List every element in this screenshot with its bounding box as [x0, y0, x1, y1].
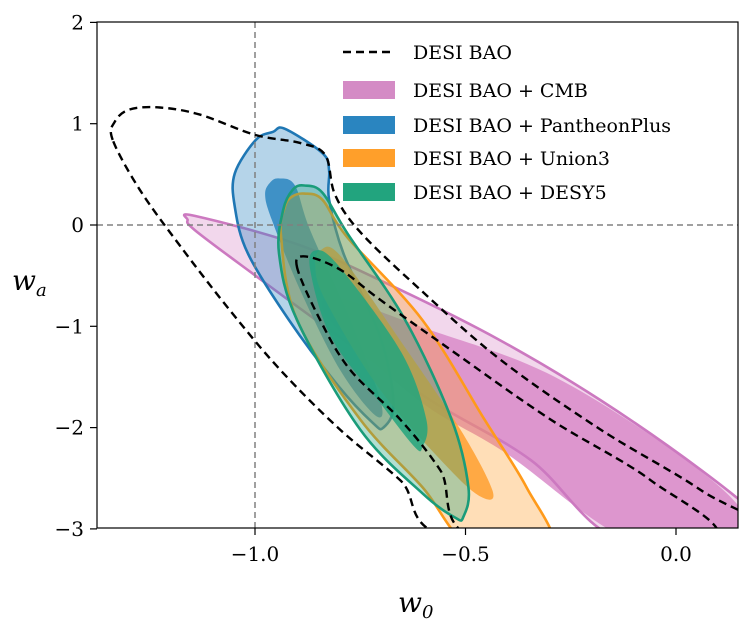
legend-swatch [343, 149, 395, 167]
desi-bao-desy5-inner-contour [309, 250, 428, 452]
desi-bao-pantheonplus-outer-contour [231, 126, 395, 431]
legend-label: DESI BAO + CMB [413, 80, 588, 102]
y-tick-label: 2 [71, 10, 84, 34]
x-tick-label: −0.5 [441, 542, 490, 566]
legend-label: DESI BAO + PantheonPlus [413, 115, 671, 137]
desi-bao-dashed-layer [109, 105, 738, 528]
y-tick-label: 0 [71, 213, 84, 237]
legend-label: DESI BAO [413, 42, 512, 64]
desi-bao-inner-contour [295, 255, 718, 528]
legend-swatch [343, 183, 395, 201]
x-axis: −1.0 −0.5 0.0 [231, 528, 692, 566]
y-tick-label: −1 [55, 314, 84, 338]
desi-bao-desy5-outer-contour [277, 184, 471, 522]
y-axis-label: wa [12, 264, 47, 301]
desi-bao-outer-contour [109, 105, 738, 528]
reference-lines [97, 22, 738, 528]
legend-item: DESI BAO + Union3 [343, 148, 610, 170]
plot-frame [96, 21, 739, 529]
legend-label: DESI BAO + Union3 [413, 148, 610, 170]
x-axis-label: w0 [398, 586, 433, 623]
legend-item: DESI BAO + CMB [343, 80, 588, 102]
desi-bao-cmb-inner-contour [322, 296, 738, 528]
legend-item: DESI BAO + DESY5 [343, 182, 607, 204]
legend-swatch [343, 81, 395, 99]
x-tick-label: −1.0 [231, 542, 280, 566]
y-tick-label: −3 [55, 517, 84, 541]
y-axis: 2 1 0 −1 −2 −3 [55, 10, 97, 541]
y-tick-label: −2 [55, 416, 84, 440]
legend-item: DESI BAO + PantheonPlus [343, 115, 671, 137]
x-tick-label: 0.0 [660, 542, 692, 566]
legend: DESI BAO DESI BAO + CMB DESI BAO + Pantheo… [343, 42, 671, 204]
legend-item: DESI BAO [343, 42, 512, 64]
legend-swatch [343, 116, 395, 134]
legend-label: DESI BAO + DESY5 [413, 182, 607, 204]
y-tick-label: 1 [71, 112, 84, 136]
